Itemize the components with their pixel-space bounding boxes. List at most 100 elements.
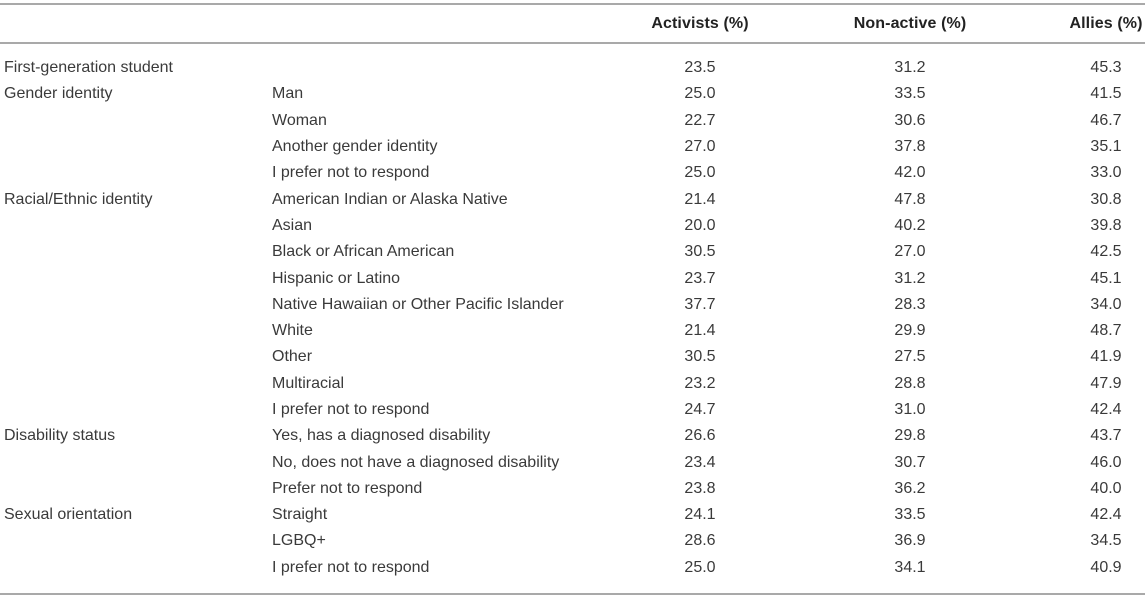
table-row: Multiracial 23.2 28.8 47.9 bbox=[0, 371, 1145, 397]
table-row: Black or African American 30.5 27.0 42.5 bbox=[0, 239, 1145, 265]
value-activists: 23.2 bbox=[684, 374, 716, 392]
value-non-active: 37.8 bbox=[894, 138, 926, 156]
value-allies: 41.5 bbox=[1090, 85, 1122, 103]
value-non-active: 33.5 bbox=[894, 85, 926, 103]
row-subcategory: Native Hawaiian or Other Pacific Islande… bbox=[272, 295, 564, 313]
value-allies: 40.9 bbox=[1090, 558, 1122, 576]
value-activists: 23.7 bbox=[684, 269, 716, 287]
row-subcategory: Multiracial bbox=[272, 374, 345, 392]
value-allies: 46.0 bbox=[1090, 453, 1122, 471]
row-subcategory: Prefer not to respond bbox=[272, 479, 423, 497]
table-row: No, does not have a diagnosed disability… bbox=[0, 449, 1145, 475]
table-row: Disability status Yes, has a diagnosed di… bbox=[0, 423, 1145, 449]
table-row: White 21.4 29.9 48.7 bbox=[0, 318, 1145, 344]
value-activists: 23.4 bbox=[684, 453, 716, 471]
row-subcategory: Straight bbox=[272, 506, 328, 524]
table-row: I prefer not to respond 24.7 31.0 42.4 bbox=[0, 397, 1145, 423]
table-row: Other 30.5 27.5 41.9 bbox=[0, 344, 1145, 370]
value-activists: 21.4 bbox=[684, 190, 716, 208]
value-activists: 25.0 bbox=[684, 164, 716, 182]
value-non-active: 31.0 bbox=[894, 401, 926, 418]
value-allies: 45.1 bbox=[1090, 269, 1122, 287]
row-category: First-generation student bbox=[4, 59, 173, 77]
value-non-active: 36.2 bbox=[894, 479, 926, 497]
row-subcategory: Another gender identity bbox=[272, 138, 438, 156]
table-row: Gender identity Man 25.0 33.5 41.5 bbox=[0, 81, 1145, 107]
row-subcategory: Man bbox=[272, 85, 304, 103]
value-allies: 42.5 bbox=[1090, 243, 1122, 261]
value-allies: 47.9 bbox=[1090, 374, 1122, 392]
table-row: I prefer not to respond 25.0 34.1 40.9 bbox=[0, 555, 1145, 581]
value-allies: 39.8 bbox=[1090, 216, 1122, 234]
table-row: LGBQ+ 28.6 36.9 34.5 bbox=[0, 528, 1145, 554]
value-activists: 20.0 bbox=[684, 216, 716, 234]
value-allies: 43.7 bbox=[1090, 427, 1122, 445]
row-subcategory: I prefer not to respond bbox=[272, 558, 430, 576]
value-activists: 30.5 bbox=[684, 243, 716, 261]
row-subcategory: Other bbox=[272, 348, 313, 366]
row-subcategory: I prefer not to respond bbox=[272, 401, 430, 418]
row-subcategory: American Indian or Alaska Native bbox=[272, 190, 508, 208]
value-non-active: 34.1 bbox=[894, 558, 926, 576]
value-allies: 45.3 bbox=[1090, 59, 1122, 77]
bottom-rule bbox=[0, 592, 1145, 595]
value-activists: 24.7 bbox=[684, 401, 716, 418]
value-activists: 37.7 bbox=[684, 295, 716, 313]
value-allies: 33.0 bbox=[1090, 164, 1122, 182]
value-non-active: 36.9 bbox=[894, 532, 926, 550]
header-activists: Activists (%) bbox=[651, 14, 749, 32]
value-activists: 26.6 bbox=[684, 427, 716, 445]
header-allies: Allies (%) bbox=[1069, 14, 1143, 32]
value-non-active: 31.2 bbox=[894, 59, 926, 77]
value-allies: 41.9 bbox=[1090, 348, 1122, 366]
value-allies: 42.4 bbox=[1090, 506, 1122, 524]
row-subcategory: LGBQ+ bbox=[272, 532, 326, 550]
row-category: Racial/Ethnic identity bbox=[4, 190, 153, 208]
value-allies: 48.7 bbox=[1090, 322, 1122, 340]
value-non-active: 30.6 bbox=[894, 111, 926, 129]
row-subcategory: Asian bbox=[272, 216, 313, 234]
value-non-active: 28.8 bbox=[894, 374, 926, 392]
row-category: Gender identity bbox=[4, 85, 113, 103]
header-rule bbox=[0, 42, 1145, 44]
value-allies: 34.5 bbox=[1090, 532, 1122, 550]
value-activists: 22.7 bbox=[684, 111, 716, 129]
table-row: I prefer not to respond 25.0 42.0 33.0 bbox=[0, 160, 1145, 186]
table-header-row: Activists (%) Non-active (%) Allies (%) bbox=[0, 5, 1145, 42]
table-body: First-generation student 23.5 31.2 45.3 Gend… bbox=[0, 44, 1145, 593]
value-non-active: 29.8 bbox=[894, 427, 926, 445]
value-non-active: 29.9 bbox=[894, 322, 926, 340]
table-row: Sexual orientation Straight 24.1 33.5 42.4 bbox=[0, 502, 1145, 528]
header-non-active: Non-active (%) bbox=[853, 14, 967, 32]
table-row: Racial/Ethnic identity American Indian or… bbox=[0, 186, 1145, 212]
table-row: First-generation student 23.5 31.2 45.3 bbox=[0, 55, 1145, 81]
value-non-active: 30.7 bbox=[894, 453, 926, 471]
value-activists: 24.1 bbox=[684, 506, 716, 524]
table-row: Woman 22.7 30.6 46.7 bbox=[0, 108, 1145, 134]
value-activists: 23.5 bbox=[684, 59, 716, 77]
value-allies: 34.0 bbox=[1090, 295, 1122, 313]
row-subcategory: Black or African American bbox=[272, 243, 455, 261]
top-rule bbox=[0, 3, 1145, 5]
table-row: Prefer not to respond 23.8 36.2 40.0 bbox=[0, 476, 1145, 502]
row-subcategory: White bbox=[272, 322, 313, 340]
value-non-active: 42.0 bbox=[894, 164, 926, 182]
table-row: Native Hawaiian or Other Pacific Islande… bbox=[0, 292, 1145, 318]
row-subcategory: Hispanic or Latino bbox=[272, 269, 401, 287]
value-non-active: 28.3 bbox=[894, 295, 926, 313]
table-row: Asian 20.0 40.2 39.8 bbox=[0, 213, 1145, 239]
value-allies: 35.1 bbox=[1090, 138, 1122, 156]
value-non-active: 47.8 bbox=[894, 190, 926, 208]
value-activists: 27.0 bbox=[684, 138, 716, 156]
row-category: Sexual orientation bbox=[4, 506, 133, 524]
row-subcategory: No, does not have a diagnosed disability bbox=[272, 453, 560, 471]
row-subcategory: Woman bbox=[272, 111, 327, 129]
row-subcategory: Yes, has a diagnosed disability bbox=[272, 427, 491, 445]
table-row: Hispanic or Latino 23.7 31.2 45.1 bbox=[0, 265, 1145, 291]
value-non-active: 40.2 bbox=[894, 216, 926, 234]
value-activists: 21.4 bbox=[684, 322, 716, 340]
value-non-active: 31.2 bbox=[894, 269, 926, 287]
table-row: Another gender identity 27.0 37.8 35.1 bbox=[0, 134, 1145, 160]
value-non-active: 33.5 bbox=[894, 506, 926, 524]
